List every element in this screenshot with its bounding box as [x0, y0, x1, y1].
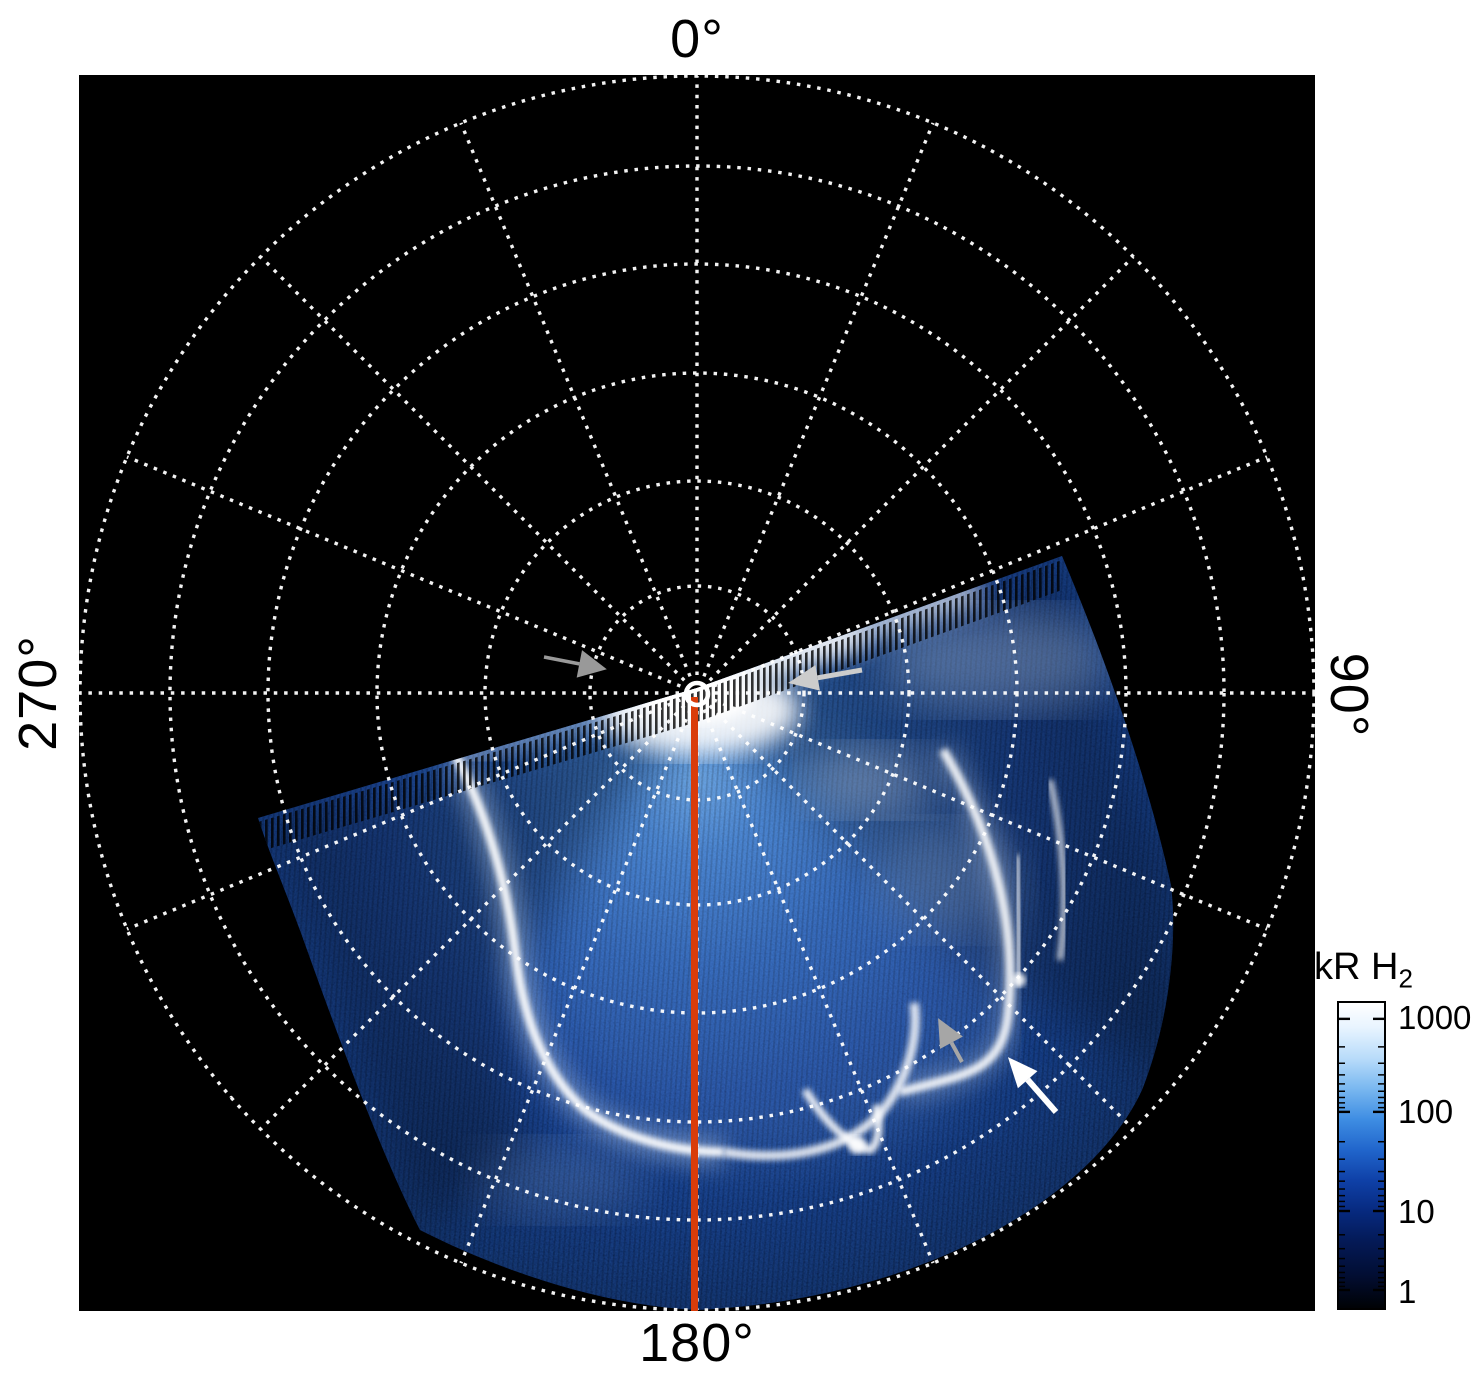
colorbar-tick-100: 100 — [1398, 1093, 1454, 1130]
annotation-arrows — [543, 650, 1059, 1114]
grid-spokes — [80, 76, 1314, 1310]
serrated-edge-left — [258, 692, 697, 852]
polar-plot — [79, 75, 1315, 1311]
angle-label-270: 270° — [8, 635, 68, 751]
gray-arrow-lower-right — [938, 1018, 964, 1063]
colorbar-title-sub: 2 — [1398, 963, 1413, 994]
angle-label-0: 0° — [670, 9, 724, 69]
colorbar-ticks — [1339, 1017, 1384, 1292]
colorbar-tick-1000: 1000 — [1398, 999, 1472, 1036]
light-gray-arrow-right-of-pole — [788, 665, 863, 691]
white-arrow-lower-right — [1007, 1057, 1059, 1114]
gray-arrow-left-of-pole — [543, 650, 607, 678]
serrated-edge-right — [697, 560, 1062, 722]
pole-marker-circle — [683, 680, 711, 708]
angle-label-90: 90° — [1319, 652, 1379, 738]
colorbar-title: kR H2 — [1314, 948, 1413, 992]
colorbar — [1337, 1001, 1386, 1310]
angle-label-180: 180° — [639, 1313, 755, 1373]
colorbar-tick-10: 10 — [1398, 1193, 1435, 1230]
colorbar-title-main: kR H — [1314, 946, 1399, 988]
colorbar-tick-1: 1 — [1398, 1273, 1417, 1310]
